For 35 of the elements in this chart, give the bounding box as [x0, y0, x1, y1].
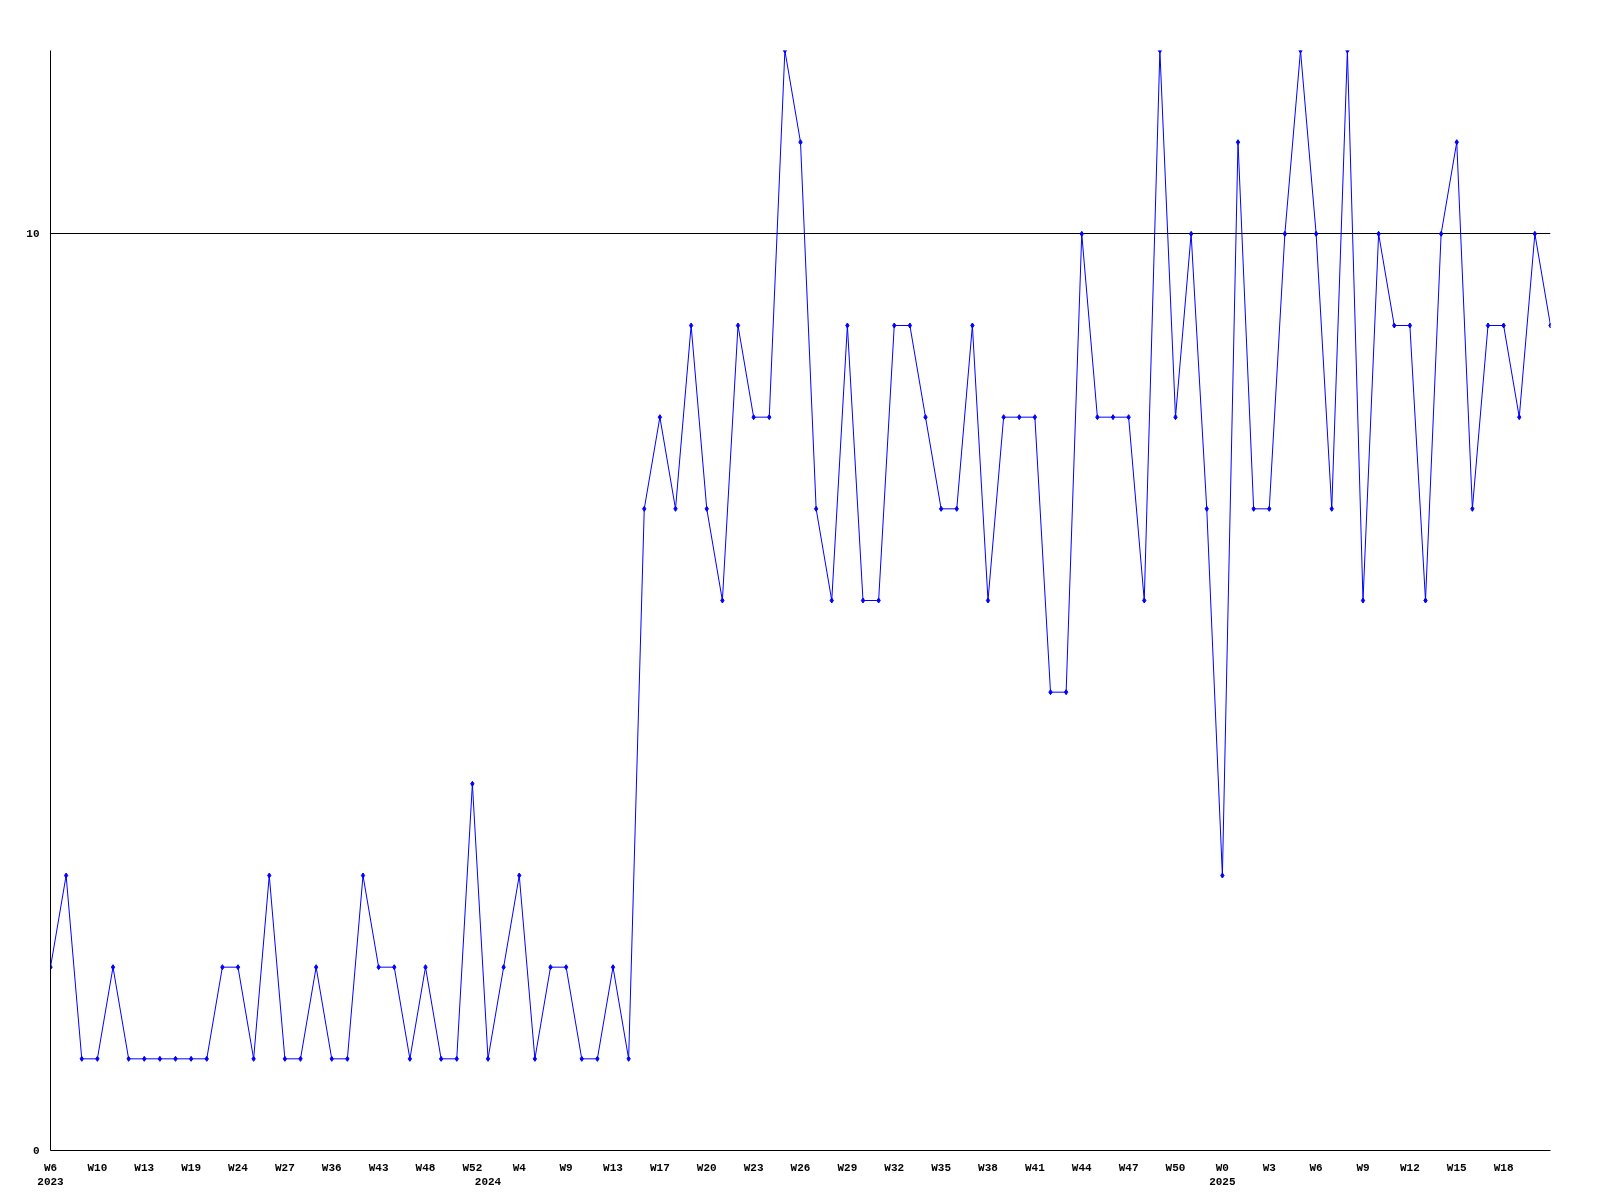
x-tick-label: W38 — [978, 1161, 999, 1174]
x-tick-label: W3 — [1262, 1161, 1277, 1174]
x-tick-label: W36 — [321, 1161, 342, 1174]
x-tick-label: W44 — [1071, 1161, 1093, 1174]
x-tick-label: W4 — [512, 1161, 527, 1174]
x-tick-label: W52 — [462, 1161, 483, 1174]
x-tick-label: W29 — [837, 1161, 858, 1174]
x-tick-label: W32 — [884, 1161, 905, 1174]
x-tick-label: W9 — [559, 1161, 573, 1174]
x-tick-label: W6 — [1309, 1161, 1323, 1174]
x-tick-label: W43 — [368, 1161, 389, 1174]
x-tick-label: W50 — [1165, 1161, 1186, 1174]
x-tick-label: W18 — [1493, 1161, 1514, 1174]
x-tick-label: W6 2023 — [37, 1161, 65, 1188]
y-tick-label: 0 — [32, 1145, 40, 1157]
x-tick-label: 2024 — [474, 1175, 502, 1188]
x-tick-label: W10 — [87, 1161, 108, 1174]
x-tick-label: W47 — [1118, 1161, 1139, 1174]
x-tick-label: W15 — [1446, 1161, 1468, 1174]
x-tick-label: W26 — [790, 1161, 811, 1174]
x-tick-label: W35 — [931, 1161, 952, 1174]
x-tick-label: W0 2025 — [1209, 1161, 1236, 1188]
x-tick-label: W24 — [228, 1161, 249, 1174]
x-tick-label: W17 — [649, 1161, 670, 1174]
x-tick-label: W19 — [181, 1161, 202, 1174]
x-tick-label: W48 — [415, 1161, 436, 1174]
x-tick-label: W13 — [603, 1161, 624, 1174]
y-tick-label: 10 — [26, 228, 40, 241]
x-tick-label: W23 — [743, 1161, 764, 1174]
x-tick-label: W12 — [1399, 1161, 1420, 1174]
x-tick-label: W13 — [134, 1161, 155, 1174]
x-tick-label: W27 — [274, 1161, 295, 1174]
x-tick-label: W41 — [1024, 1161, 1046, 1174]
x-tick-label: W9 — [1356, 1161, 1370, 1174]
x-tick-label: W20 — [696, 1161, 717, 1174]
